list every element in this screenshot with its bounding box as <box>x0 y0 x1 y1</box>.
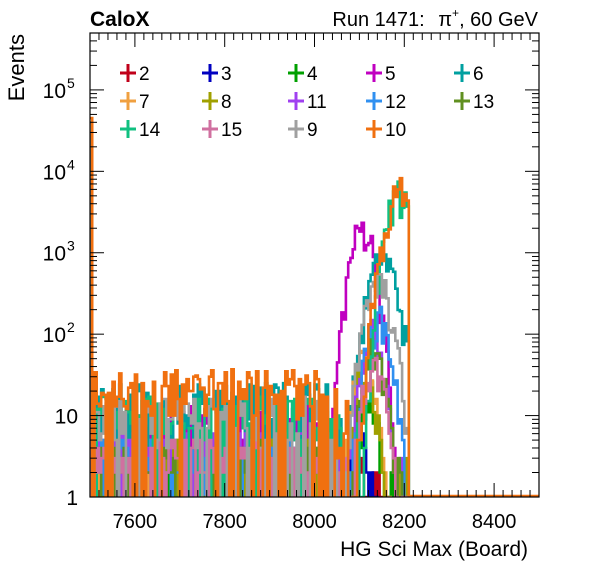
legend-entry-5: 5 <box>366 64 396 85</box>
legend-label: 14 <box>139 120 161 141</box>
particle-label: π <box>438 9 452 31</box>
x-tick-label: 7800 <box>202 511 247 533</box>
legend-entry-7: 7 <box>120 92 150 113</box>
legend-label: 12 <box>385 92 406 113</box>
legend-entry-13: 13 <box>454 92 494 113</box>
legend-entry-4: 4 <box>288 64 318 85</box>
legend-label: 6 <box>473 64 484 85</box>
y-tick-label: 10 <box>43 243 66 266</box>
legend-label: 3 <box>221 64 232 85</box>
experiment-label: CaloX <box>90 8 150 31</box>
run-number: Run 1471: <box>332 9 424 31</box>
legend-entry-15: 15 <box>202 120 242 141</box>
legend-label: 7 <box>139 92 150 113</box>
particle-charge: + <box>452 6 459 20</box>
y-tick-label: 10 <box>43 80 66 103</box>
legend-label: 9 <box>307 120 318 141</box>
histogram-series-10 <box>90 116 411 497</box>
y-tick-label: 10 <box>43 324 66 347</box>
y-axis-title: Events <box>4 34 29 101</box>
run-label: Run 1471: π+, 60 GeV <box>332 6 538 31</box>
y-tick-label: 1 <box>66 487 78 510</box>
x-axis-title: HG Sci Max (Board) <box>340 538 528 561</box>
legend-label: 15 <box>221 120 242 141</box>
legend-label: 5 <box>385 64 396 85</box>
legend-label: 4 <box>307 64 318 85</box>
y-tick-exponent: 3 <box>67 238 75 254</box>
y-tick-label: 10 <box>43 161 66 184</box>
legend: 2 3 4 5 6 7 8 11 12 13 14 15 9 10 <box>120 64 494 141</box>
legend-entry-14: 14 <box>120 120 161 141</box>
x-tick-label: 8200 <box>382 511 427 533</box>
legend-label: 2 <box>139 64 150 85</box>
beam-energy: , 60 GeV <box>459 9 539 31</box>
legend-entry-10: 10 <box>366 120 406 141</box>
legend-label: 8 <box>221 92 232 113</box>
histogram-series-layer <box>90 116 539 497</box>
y-tick-exponent: 5 <box>67 75 75 91</box>
legend-entry-8: 8 <box>202 92 232 113</box>
legend-label: 13 <box>473 92 494 113</box>
x-tick-label: 7600 <box>113 511 158 533</box>
legend-entry-3: 3 <box>202 64 232 85</box>
legend-label: 11 <box>307 92 327 113</box>
legend-entry-2: 2 <box>120 64 150 85</box>
legend-entry-11: 11 <box>288 92 327 113</box>
legend-entry-6: 6 <box>454 64 484 85</box>
x-tick-label: 8400 <box>472 511 517 533</box>
histogram-series-6 <box>90 121 411 497</box>
legend-label: 10 <box>385 120 406 141</box>
y-tick-label: 10 <box>55 406 78 429</box>
legend-entry-12: 12 <box>366 92 406 113</box>
y-tick-exponent: 2 <box>67 319 75 335</box>
legend-entry-9: 9 <box>288 120 318 141</box>
y-tick-exponent: 4 <box>67 156 75 172</box>
x-tick-label: 8000 <box>292 511 337 533</box>
